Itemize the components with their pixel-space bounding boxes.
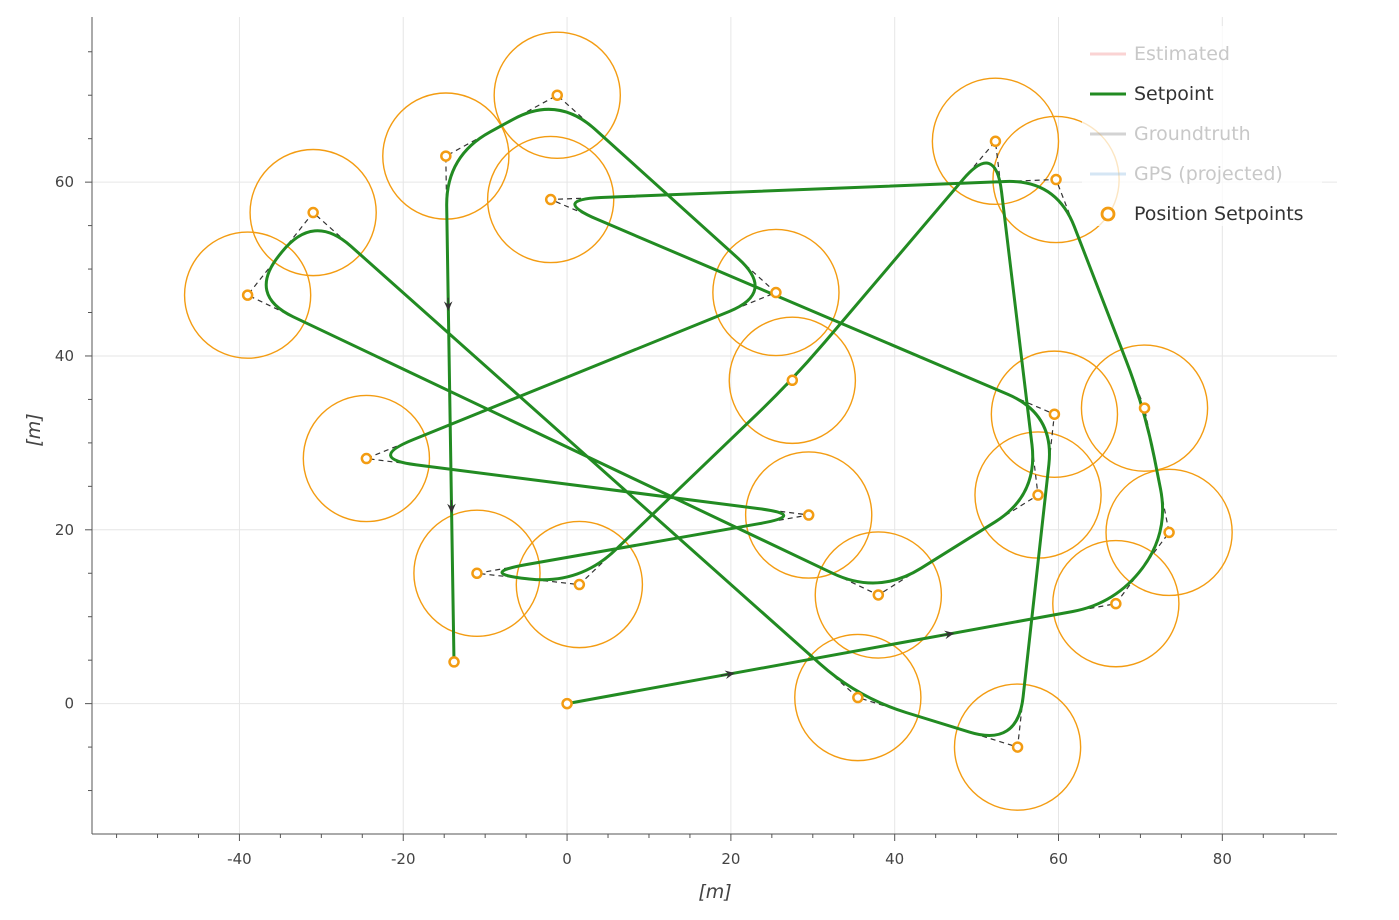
position-setpoint-marker <box>1034 491 1043 500</box>
position-setpoint-marker <box>1165 528 1174 537</box>
y-tick-label: 20 <box>55 521 74 539</box>
x-tick-label: 60 <box>1049 850 1068 868</box>
position-setpoint-marker <box>1111 599 1120 608</box>
legend-label-estimated: Estimated <box>1134 43 1230 65</box>
position-setpoint-marker <box>441 152 450 161</box>
x-axis-label: [m] <box>698 881 731 903</box>
x-tick-label: 80 <box>1213 850 1232 868</box>
legend: Estimated Setpoint Groundtruth GPS (project… <box>1082 26 1322 226</box>
acceptance-circles <box>185 32 1233 810</box>
position-setpoint-marker <box>450 657 459 666</box>
position-setpoint-marker <box>853 693 862 702</box>
setpoint-trajectory-line <box>266 109 1162 735</box>
position-setpoint-marker <box>553 91 562 100</box>
position-setpoint-marker <box>472 569 481 578</box>
legend-marker-position-setpoints <box>1102 208 1114 220</box>
position-setpoint-marker <box>788 376 797 385</box>
x-tick-label: 20 <box>721 850 740 868</box>
position-setpoint-marker <box>1052 175 1061 184</box>
position-setpoint-markers <box>243 91 1173 752</box>
position-setpoint-marker <box>563 699 572 708</box>
position-setpoint-marker <box>1140 404 1149 413</box>
y-tick-label: 40 <box>55 347 74 365</box>
position-setpoint-marker <box>991 137 1000 146</box>
position-setpoint-marker <box>771 288 780 297</box>
position-setpoint-marker <box>575 580 584 589</box>
y-tick-label: 60 <box>55 173 74 191</box>
position-setpoint-marker <box>243 291 252 300</box>
position-setpoint-marker <box>874 590 883 599</box>
x-tick-label: -40 <box>227 850 252 868</box>
y-tick-label: 0 <box>64 695 74 713</box>
x-tick-label: 40 <box>885 850 904 868</box>
position-setpoint-marker <box>309 208 318 217</box>
x-tick-label: -20 <box>391 850 416 868</box>
legend-label-position_setpoints: Position Setpoints <box>1134 203 1304 225</box>
y-axis-label: [m] <box>23 413 45 446</box>
position-setpoint-marker <box>1013 743 1022 752</box>
position-setpoint-marker <box>546 195 555 204</box>
legend-label-groundtruth: Groundtruth <box>1134 123 1251 145</box>
position-setpoint-marker <box>1050 410 1059 419</box>
legend-label-setpoint: Setpoint <box>1134 83 1214 105</box>
x-tick-label: 0 <box>562 850 572 868</box>
position-setpoint-marker <box>362 454 371 463</box>
legend-label-gps: GPS (projected) <box>1134 163 1283 185</box>
position-setpoint-marker <box>804 511 813 520</box>
